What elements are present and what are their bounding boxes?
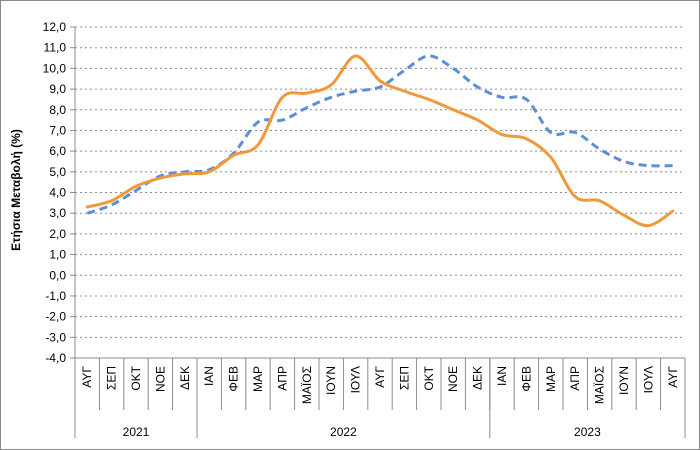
y-tick-label: 11,0 xyxy=(44,41,67,55)
x-tick-label: ΝΟΕ xyxy=(153,366,167,392)
x-tick-label: ΑΠΡ xyxy=(568,366,582,391)
y-tick-label: -3,0 xyxy=(45,330,66,344)
y-tick-label: -1,0 xyxy=(45,289,66,303)
x-tick-label: ΟΚΤ xyxy=(129,365,143,390)
x-tick-label: ΙΟΥΝ xyxy=(324,366,338,395)
y-tick-label: 7,0 xyxy=(49,123,66,137)
series-line-dashed xyxy=(86,54,673,215)
x-tick-label: ΜΑΡ xyxy=(544,366,558,392)
x-tick-label: ΑΠΡ xyxy=(275,366,289,391)
y-tick-label: 8,0 xyxy=(49,103,66,117)
series-line-solid xyxy=(85,54,675,228)
x-tick-label: ΔΕΚ xyxy=(178,366,192,390)
y-tick-label: 10,0 xyxy=(43,61,67,75)
y-tick-label: 5,0 xyxy=(49,165,66,179)
x-tick-label: ΙΟΥΛ xyxy=(349,366,363,393)
x-tick-label: ΙΟΥΛ xyxy=(641,366,655,393)
y-tick-label: 0,0 xyxy=(49,268,66,282)
x-tick-label: ΜΑΪΟΣ xyxy=(300,366,314,404)
y-tick-label: -2,0 xyxy=(45,310,66,324)
x-tick-label: ΙΟΥΝ xyxy=(617,366,631,395)
y-tick-label: 2,0 xyxy=(49,227,66,241)
year-label: 2022 xyxy=(330,425,357,439)
x-tick-label: ΑΥΓ xyxy=(666,366,680,388)
y-tick-label: -4,0 xyxy=(45,351,66,365)
y-tick-label: 1,0 xyxy=(49,248,66,262)
x-tick-label: ΔΕΚ xyxy=(471,366,485,390)
year-label: 2023 xyxy=(574,425,601,439)
y-tick-label: 6,0 xyxy=(49,144,66,158)
y-axis-label: Ετήσια Μεταβολή (%) xyxy=(9,129,23,251)
x-tick-label: ΦΕΒ xyxy=(519,366,533,392)
x-tick-label: ΟΚΤ xyxy=(422,365,436,390)
x-tick-label: ΣΕΠ xyxy=(105,366,119,390)
x-tick-label: ΣΕΠ xyxy=(397,366,411,390)
x-tick-label: ΙΑΝ xyxy=(495,366,509,386)
y-tick-label: 9,0 xyxy=(49,82,66,96)
x-tick-label: ΝΟΕ xyxy=(446,366,460,392)
x-tick-label: ΙΑΝ xyxy=(202,366,216,386)
x-tick-label: ΦΕΒ xyxy=(227,366,241,392)
x-tick-label: ΜΑΡ xyxy=(251,366,265,392)
x-tick-label: ΑΥΓ xyxy=(373,366,387,388)
y-tick-label: 4,0 xyxy=(49,186,66,200)
x-tick-label: ΑΥΓ xyxy=(80,366,94,388)
year-label: 2021 xyxy=(123,425,150,439)
y-tick-label: 12,0 xyxy=(43,20,67,34)
x-tick-label: ΜΑΪΟΣ xyxy=(593,366,607,404)
y-tick-label: 3,0 xyxy=(49,206,66,220)
